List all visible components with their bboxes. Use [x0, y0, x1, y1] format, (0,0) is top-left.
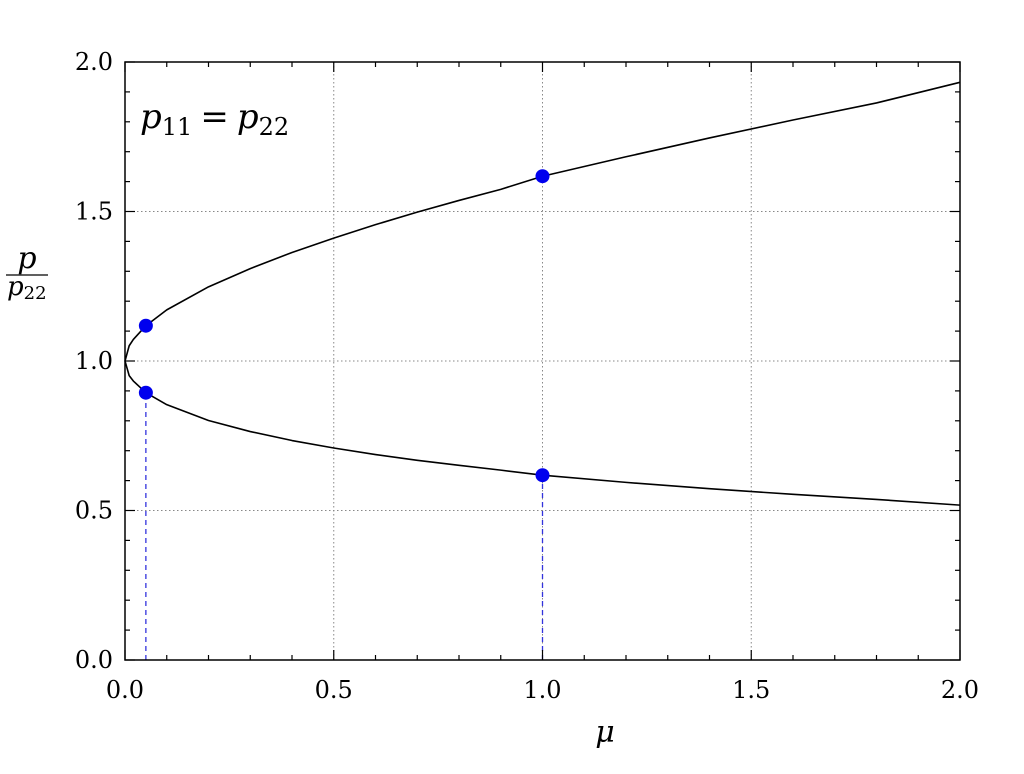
x-tick-labels: 0.0 0.5 1.0 1.5 2.0 — [106, 676, 979, 704]
y-label-denominator: p22 — [7, 272, 47, 304]
data-points — [138, 169, 550, 483]
x-tick-label: 2.0 — [941, 676, 979, 704]
y-tick-label: 2.0 — [75, 48, 113, 76]
grid-lines — [125, 62, 960, 660]
ticks — [124, 61, 961, 661]
data-point — [138, 385, 153, 400]
y-tick-label: 0.0 — [75, 646, 113, 674]
data-point — [535, 169, 550, 184]
y-tick-label: 1.0 — [75, 347, 113, 375]
data-point — [138, 318, 153, 333]
x-tick-label: 1.5 — [732, 676, 770, 704]
curves — [124, 81, 961, 506]
x-tick-label: 0.0 — [106, 676, 144, 704]
y-tick-labels: 0.0 0.5 1.0 1.5 2.0 — [75, 48, 113, 674]
dashed-markers — [145, 392, 544, 660]
y-tick-label: 0.5 — [75, 497, 113, 525]
y-label-numerator: p — [17, 241, 36, 276]
x-tick-label: 0.5 — [315, 676, 353, 704]
y-tick-label: 1.5 — [75, 198, 113, 226]
x-tick-label: 1.0 — [523, 676, 561, 704]
data-point — [535, 468, 550, 483]
annotation: p11 = p22 — [140, 97, 289, 141]
y-axis-label: p p22 — [6, 241, 48, 304]
x-axis-label: μ — [595, 715, 615, 750]
